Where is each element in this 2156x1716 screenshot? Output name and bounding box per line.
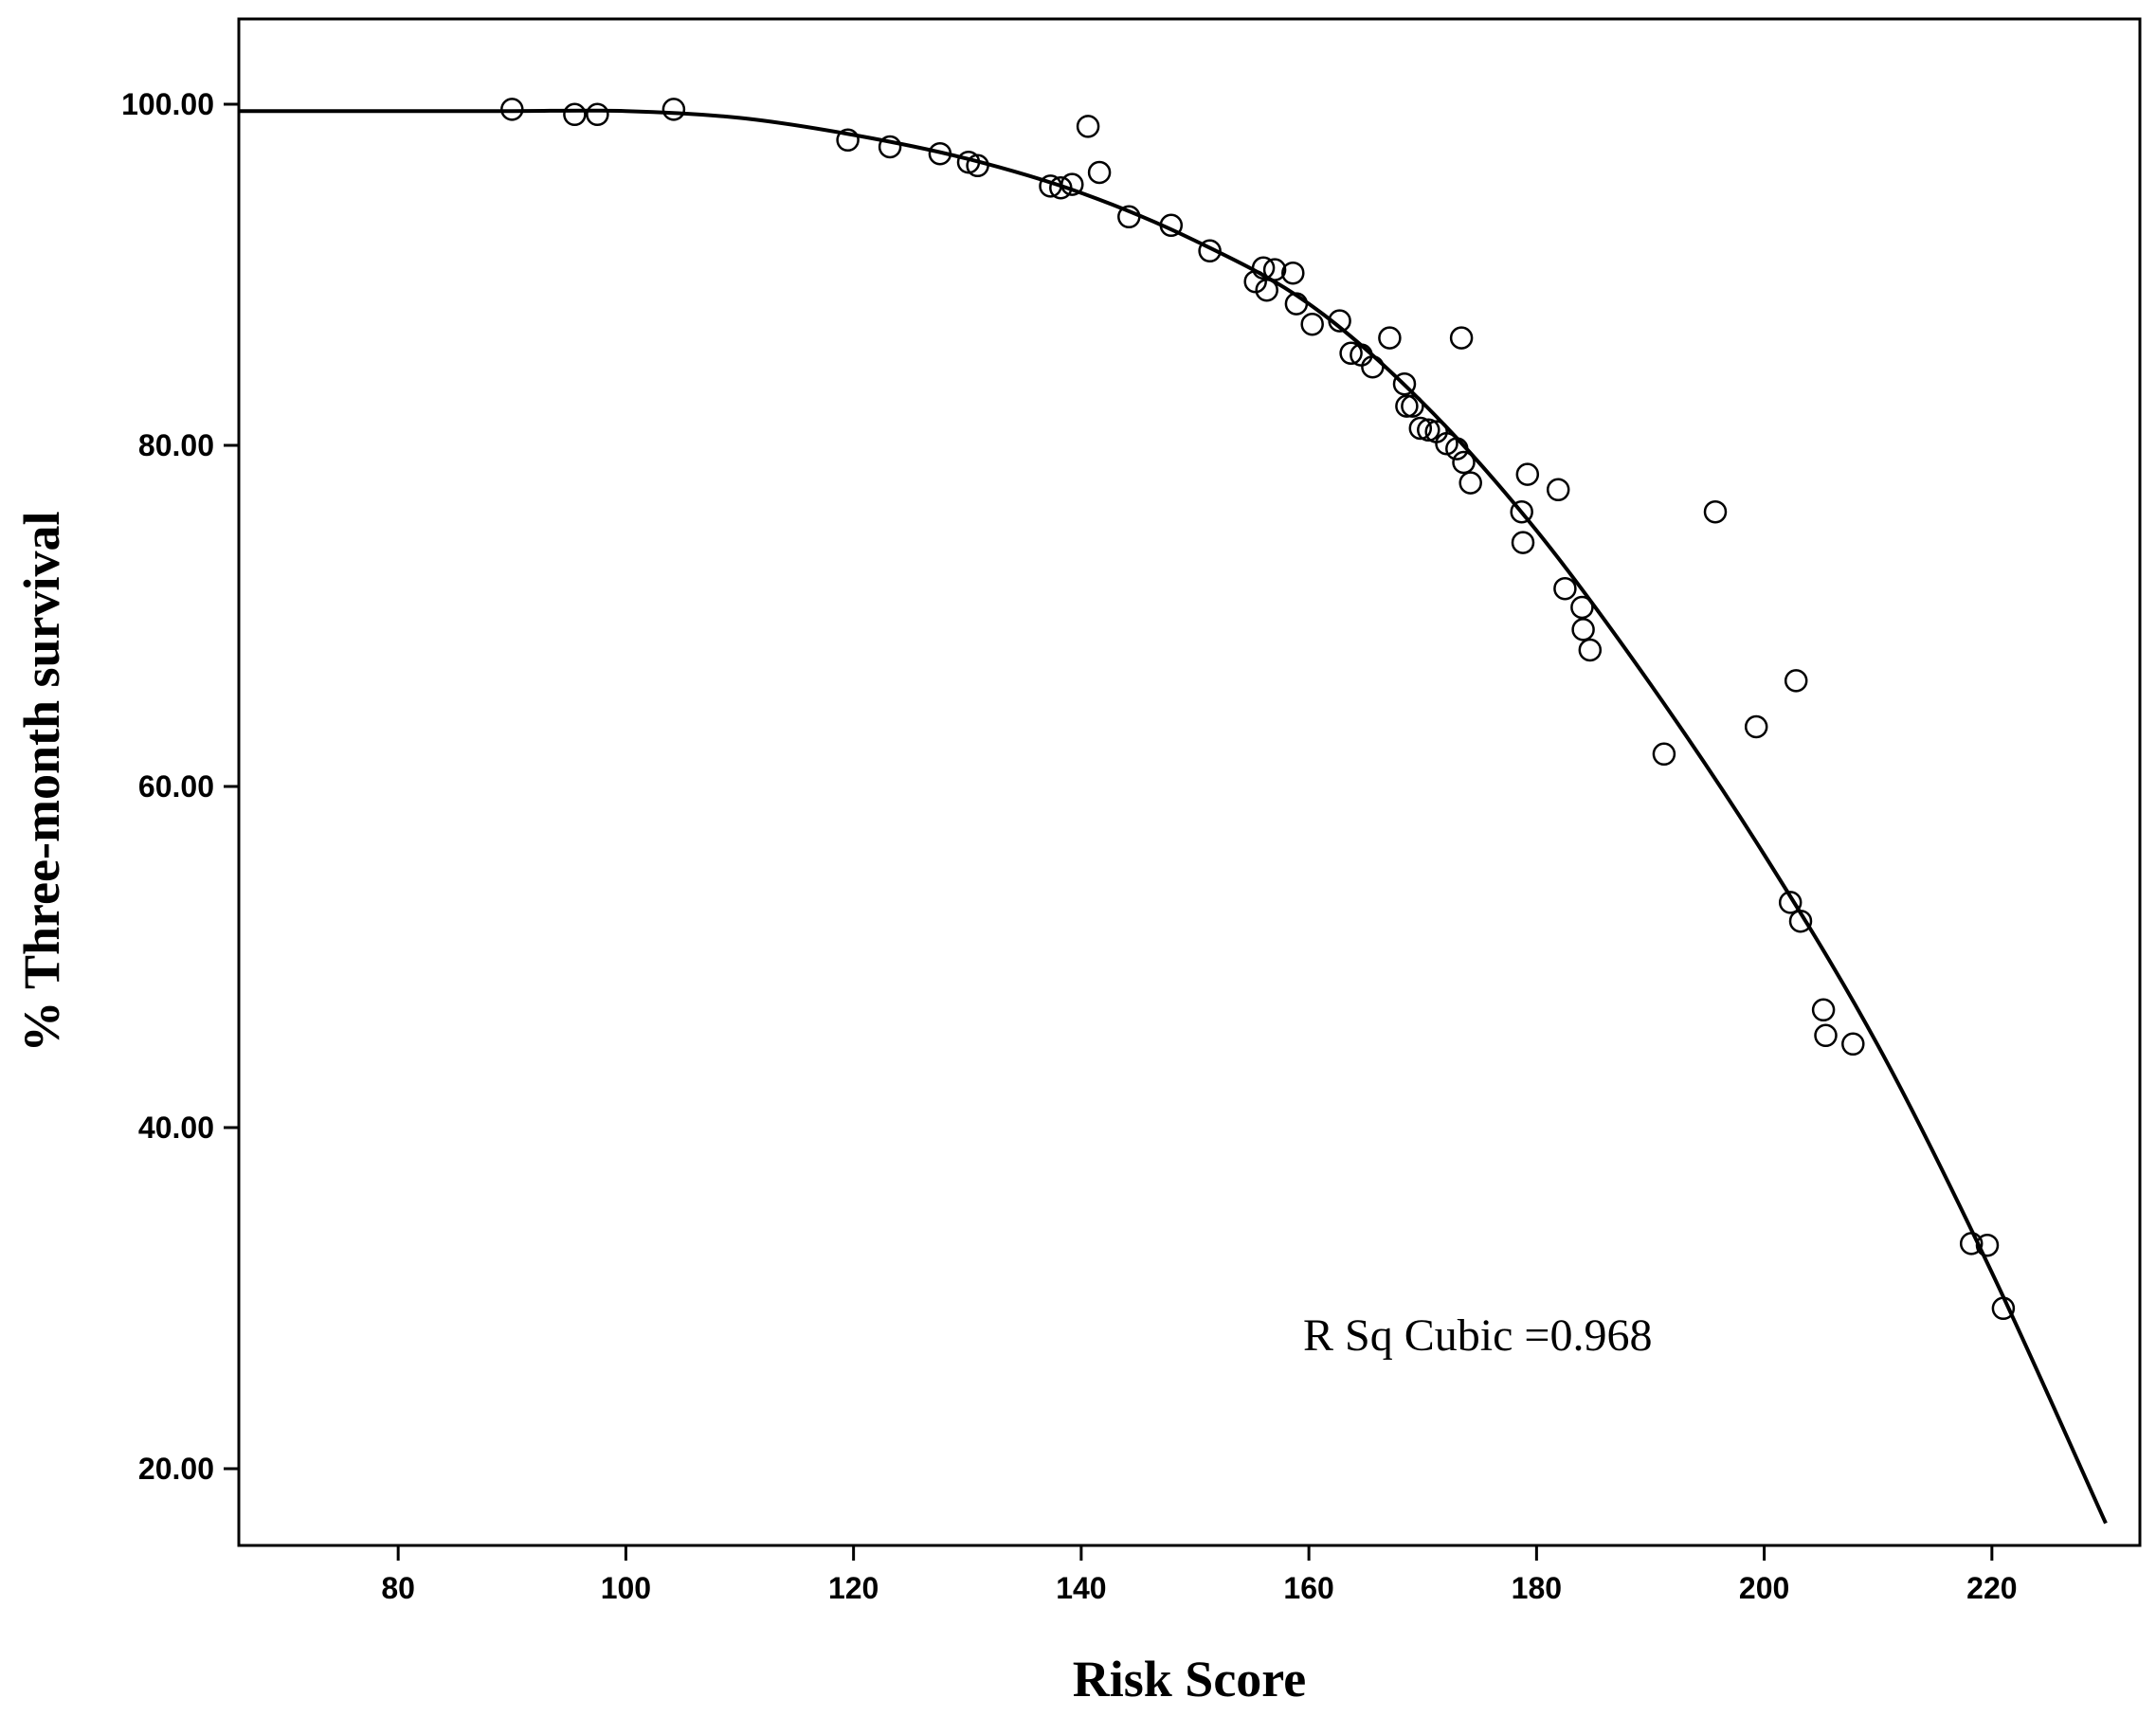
y-tick-label: 60.00: [138, 769, 214, 804]
data-point: [1452, 450, 1476, 475]
y-axis-title: % Three-month survival: [13, 511, 70, 1052]
data-point: [1392, 371, 1417, 396]
data-point: [563, 102, 587, 127]
data-point: [1570, 595, 1594, 620]
data-point: [1510, 499, 1533, 524]
data-point: [878, 135, 902, 159]
data-point: [836, 128, 860, 153]
data-point: [928, 141, 952, 166]
x-axis-ticks: 80 100 120 140 160 180 200 220: [381, 1545, 2018, 1605]
cubic-fit-curve: [239, 108, 2108, 1525]
data-point: [661, 98, 686, 121]
data-point: [1417, 418, 1440, 443]
y-tick-label: 40.00: [138, 1111, 214, 1145]
data-point: [1811, 998, 1836, 1022]
data-point: [1778, 891, 1803, 914]
data-point: [1458, 471, 1482, 495]
data-point: [966, 154, 989, 178]
r-squared-annotation: R Sq Cubic =0.968: [1303, 1310, 1652, 1361]
plot-frame: [237, 17, 2142, 1547]
fit-curve-layer: [239, 108, 2108, 1525]
data-point: [1784, 669, 1808, 693]
y-tick-label: 20.00: [138, 1452, 214, 1486]
data-point: [1449, 326, 1474, 350]
data-point: [1959, 1232, 1984, 1255]
data-points-layer: [500, 98, 2016, 1321]
data-point: [1060, 172, 1084, 196]
data-point: [1361, 354, 1385, 379]
x-tick-label: 100: [601, 1571, 651, 1605]
data-point: [1328, 309, 1351, 333]
data-point: [1408, 416, 1433, 441]
x-axis-title: Risk Score: [1073, 1651, 1307, 1707]
data-point: [1262, 258, 1287, 281]
data-point: [1571, 618, 1595, 641]
data-point: [1049, 175, 1073, 200]
x-tick-label: 180: [1512, 1571, 1562, 1605]
data-point: [1117, 205, 1141, 229]
data-point: [1284, 292, 1309, 316]
data-point: [1339, 341, 1363, 366]
x-tick-label: 140: [1056, 1571, 1106, 1605]
data-point: [1652, 742, 1676, 767]
y-tick-label: 100.00: [121, 87, 214, 121]
data-point: [1553, 576, 1577, 601]
data-point: [1378, 326, 1402, 350]
data-point: [1198, 239, 1222, 263]
x-tick-label: 120: [828, 1571, 879, 1605]
x-tick-label: 220: [1966, 1571, 2017, 1605]
data-point: [1841, 1032, 1865, 1057]
data-point: [1814, 1023, 1838, 1048]
x-tick-label: 80: [381, 1571, 415, 1605]
y-tick-label: 80.00: [138, 428, 214, 462]
data-point: [1076, 115, 1100, 138]
data-point: [1546, 478, 1570, 502]
data-point: [1300, 312, 1324, 336]
data-point: [1975, 1233, 2000, 1257]
data-point: [1578, 638, 1603, 662]
data-point: [1251, 256, 1276, 280]
data-point: [1511, 531, 1535, 554]
data-point: [1703, 499, 1728, 524]
y-axis-ticks: 20.00 40.00 60.00 80.00 100.00: [121, 87, 239, 1486]
data-point: [1255, 278, 1278, 302]
data-point: [1445, 437, 1469, 461]
x-tick-label: 200: [1739, 1571, 1789, 1605]
x-tick-label: 160: [1283, 1571, 1333, 1605]
data-point: [1515, 462, 1540, 486]
data-point: [500, 98, 524, 121]
data-point: [1159, 213, 1184, 238]
data-point: [1087, 160, 1112, 185]
data-point: [1744, 714, 1768, 739]
data-point: [1991, 1296, 2016, 1321]
data-point: [1788, 909, 1813, 933]
data-point: [1395, 394, 1419, 418]
data-point: [1401, 394, 1424, 418]
data-point: [1281, 261, 1305, 285]
data-point: [586, 102, 609, 127]
